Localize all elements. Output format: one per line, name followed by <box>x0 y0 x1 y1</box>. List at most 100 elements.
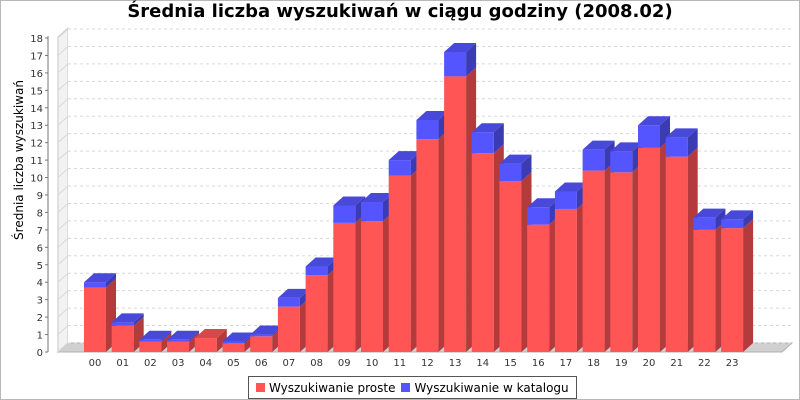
x-tick-label: 21 <box>670 358 683 369</box>
x-tick-label: 20 <box>643 358 656 369</box>
bar-catalog <box>277 297 300 307</box>
bar-catalog <box>582 149 605 171</box>
bar-catalog <box>416 119 439 140</box>
bar-simple <box>305 275 328 352</box>
bar-catalog <box>693 217 716 230</box>
x-tick-label: 06 <box>255 358 268 369</box>
bar-simple <box>721 228 744 352</box>
y-tick-label: 12 <box>30 139 43 150</box>
y-tick-label: 8 <box>37 208 43 219</box>
x-tick-label: 13 <box>449 358 462 369</box>
x-tick-label: 11 <box>393 358 406 369</box>
y-tick-label: 10 <box>30 174 43 185</box>
x-tick-label: 15 <box>504 358 517 369</box>
x-tick-label: 18 <box>587 358 600 369</box>
gridline-diag <box>57 46 69 56</box>
bar-top <box>222 332 255 342</box>
bar-simple <box>111 325 134 352</box>
bar-catalog <box>638 125 660 148</box>
gridline-diag <box>57 272 69 283</box>
bar-top <box>610 142 643 152</box>
legend-item-catalog: Wyszukiwanie w katalogu <box>401 380 569 395</box>
x-tick-label: 10 <box>366 358 379 369</box>
bar-top <box>305 257 338 267</box>
x-tick-label: 12 <box>421 358 434 369</box>
bar-simple <box>277 306 300 352</box>
y-tick-label: 7 <box>37 226 43 237</box>
bar-top <box>416 110 449 120</box>
bar-top <box>665 128 698 138</box>
bar-catalog <box>471 132 494 154</box>
legend-label-catalog: Wyszukiwanie w katalogu <box>414 380 569 395</box>
bar-simple <box>471 153 494 352</box>
bar-catalog <box>444 51 467 77</box>
gridline-diag <box>57 80 69 91</box>
x-tick-label: 16 <box>532 358 545 369</box>
y-tick-label: 0 <box>37 348 43 359</box>
bar-simple <box>554 208 577 352</box>
bar-simple <box>194 338 217 352</box>
bar-simple <box>527 224 550 352</box>
y-tick-label: 15 <box>30 86 43 97</box>
gridline-diag <box>57 220 69 231</box>
bar-top <box>499 154 532 164</box>
bar-catalog-side <box>687 128 698 157</box>
bar-catalog-side <box>715 208 726 230</box>
bar-catalog-side <box>521 154 532 182</box>
bar-catalog <box>84 282 106 288</box>
bar-simple <box>499 181 522 352</box>
y-tick-label: 3 <box>37 296 43 307</box>
bar-simple <box>665 156 688 352</box>
bar-top <box>194 329 227 339</box>
y-tick-label: 17 <box>30 51 43 62</box>
bar-catalog <box>665 137 688 157</box>
x-tick-label: 07 <box>283 358 296 369</box>
x-tick-label: 14 <box>476 358 489 369</box>
bar-top <box>554 182 587 192</box>
bar-simple <box>610 172 633 352</box>
x-tick-label: 01 <box>116 358 129 369</box>
gridline-diag <box>57 325 69 335</box>
gridline-diag <box>57 237 69 248</box>
bar-catalog <box>167 339 190 342</box>
bar-simple <box>139 341 162 352</box>
bar-catalog-side <box>493 123 504 154</box>
gridline-diag <box>57 203 69 213</box>
bar-top <box>84 273 116 283</box>
gridline-diag <box>57 150 69 161</box>
gridline-diag <box>57 133 69 144</box>
x-tick-label: 22 <box>698 358 711 369</box>
bar-top <box>693 208 726 218</box>
gridline-diag <box>57 115 69 126</box>
y-tick-label: 1 <box>37 331 43 342</box>
bar-simple <box>333 222 356 352</box>
gridline-diag <box>57 28 69 39</box>
bar-catalog <box>388 160 411 176</box>
x-tick-label: 03 <box>172 358 185 369</box>
bar-top <box>361 192 393 202</box>
bar-simple <box>361 221 383 352</box>
bar-top <box>139 330 172 340</box>
bar-simple-side <box>216 329 227 352</box>
bar-simple <box>388 175 411 352</box>
x-tick-label: 09 <box>338 358 351 369</box>
y-tick-label: 18 <box>30 34 43 45</box>
gridline-diag <box>57 168 69 178</box>
x-tick-label: 17 <box>560 358 573 369</box>
bar-simple <box>250 336 273 352</box>
gridline-diag <box>57 255 69 266</box>
bar-simple <box>167 341 190 352</box>
bar-catalog-side <box>161 330 172 342</box>
y-tick-label: 16 <box>30 69 43 80</box>
bar-catalog <box>111 322 134 326</box>
x-tick-label: 00 <box>89 358 102 369</box>
y-tick-label: 5 <box>37 261 43 272</box>
gridline-diag <box>57 98 69 109</box>
bar-top <box>471 123 504 133</box>
bar-top <box>721 210 754 220</box>
gridline-diag <box>57 290 69 301</box>
x-tick-label: 04 <box>199 358 212 369</box>
bar-catalog <box>499 163 522 182</box>
gridline-diag <box>57 63 69 74</box>
